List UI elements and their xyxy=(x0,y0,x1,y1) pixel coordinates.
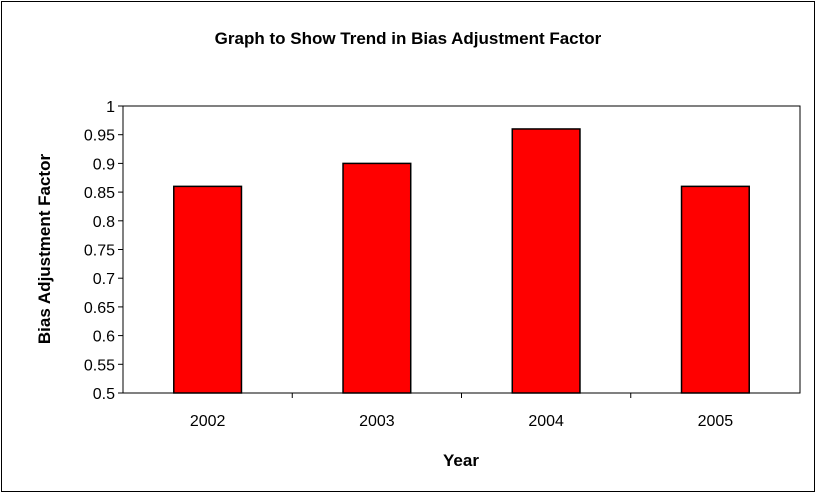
y-tick-label: 0.7 xyxy=(93,271,115,288)
y-tick-label: 0.65 xyxy=(84,300,115,317)
y-tick-label: 0.6 xyxy=(93,329,115,346)
y-tick-label: 0.55 xyxy=(84,357,115,374)
x-tick-label: 2003 xyxy=(359,413,395,430)
y-axis-title: Bias Adjustment Factor xyxy=(35,154,54,345)
bar-2003 xyxy=(342,162,412,394)
y-tick-label: 0.95 xyxy=(84,128,115,145)
x-tick-label: 2002 xyxy=(190,413,226,430)
x-tick-label: 2004 xyxy=(528,413,564,430)
y-tick-label: 0.75 xyxy=(84,243,115,260)
chart-title: Graph to Show Trend in Bias Adjustment F… xyxy=(215,29,602,48)
bar-2005 xyxy=(680,185,750,394)
y-axis: 0.5 0.55 0.6 0.65 0.7 0.75 0.8 0.85 0.9 0.95 1 xyxy=(84,99,123,403)
bar-2004 xyxy=(511,128,581,394)
x-tick-label: 2005 xyxy=(698,413,734,430)
bar-2002 xyxy=(173,185,243,394)
y-tick-label: 0.85 xyxy=(84,185,115,202)
x-axis: 2002 2003 2004 2005 xyxy=(190,393,733,430)
y-tick-label: 0.5 xyxy=(93,386,115,403)
y-tick-label: 0.9 xyxy=(93,156,115,173)
y-tick-label: 1 xyxy=(106,99,115,116)
y-tick-label: 0.8 xyxy=(93,214,115,231)
bars-group xyxy=(173,128,750,394)
x-axis-title: Year xyxy=(443,451,479,470)
